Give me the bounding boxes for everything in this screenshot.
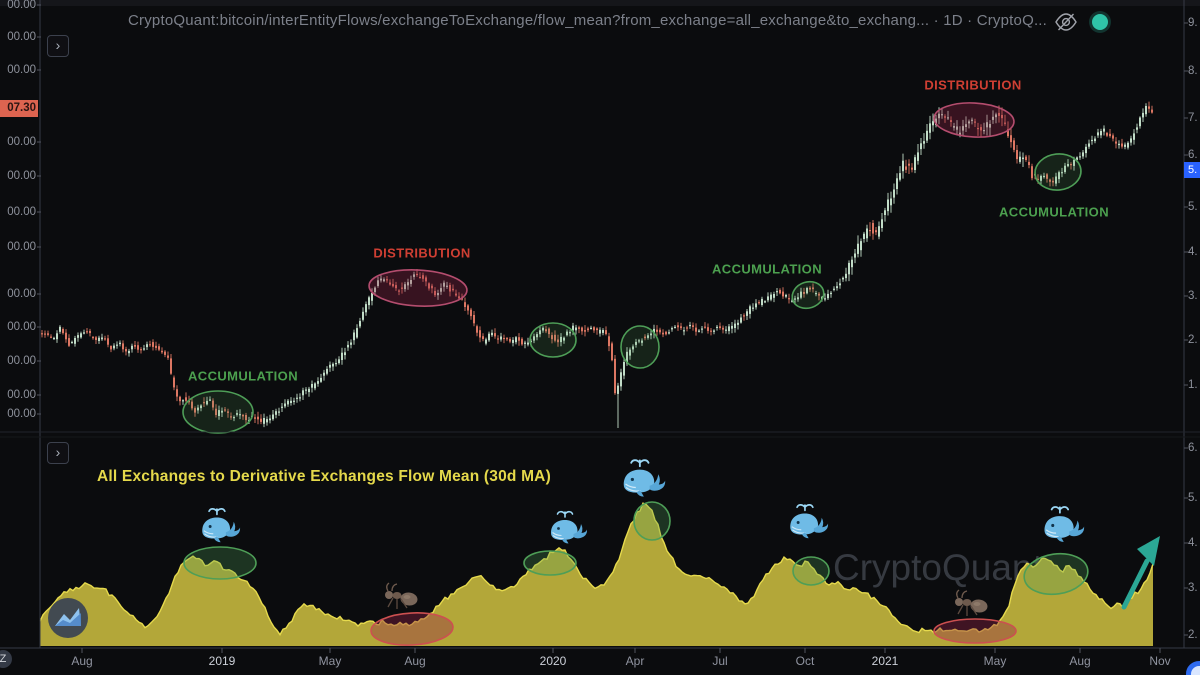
date-axis-label: Jul	[712, 654, 728, 668]
date-axis-label: Aug	[1069, 654, 1091, 668]
last-price-label: 07.30	[0, 100, 38, 117]
date-axis-label: Nov	[1149, 654, 1171, 668]
price-ellipse-drawings[interactable]	[182, 101, 1083, 434]
whale-emoji[interactable]	[623, 459, 666, 497]
flow-axis-label-right: 4.	[1188, 537, 1198, 549]
site-logo-partial	[1186, 661, 1200, 675]
axis-ticks	[37, 4, 1188, 653]
date-axis-label: May	[318, 654, 342, 668]
emoji-drawings[interactable]	[202, 459, 1085, 616]
area-chart-icon-shade	[55, 613, 81, 626]
annotation-text[interactable]: ACCUMULATION	[712, 261, 822, 277]
ant-emoji[interactable]	[955, 589, 988, 616]
whale-emoji[interactable]	[551, 510, 588, 544]
price-axis-label-right: 3.	[1188, 290, 1198, 302]
whale-emoji[interactable]	[1044, 506, 1085, 542]
annotation-text[interactable]: DISTRIBUTION	[373, 245, 471, 261]
date-axis-label: 2020	[539, 654, 567, 668]
flow-ellipse-drawings[interactable]	[183, 501, 1090, 647]
date-axis-label: Aug	[71, 654, 93, 668]
price-axis-label-right: 7.	[1188, 112, 1198, 124]
annotation-text[interactable]: ACCUMULATION	[188, 368, 298, 384]
annotation-text[interactable]: ACCUMULATION	[999, 204, 1109, 220]
price-axis-label-right: 5.	[1188, 201, 1198, 213]
date-axis-label: 2019	[208, 654, 236, 668]
date-axis-label: Apr	[625, 654, 645, 668]
flow-panel-collapse-button[interactable]: ›	[47, 442, 69, 464]
price-axis-label-right: 1.	[1188, 379, 1198, 391]
whale-emoji[interactable]	[790, 504, 829, 539]
candlestick-series[interactable]	[41, 101, 1153, 428]
price-axis-label: 00.00	[7, 355, 36, 367]
flow-axis-label-right: 5.	[1188, 492, 1198, 504]
price-axis-label: 00.00	[7, 321, 36, 333]
price-axis-label: 00.00	[7, 241, 36, 253]
symbol-title: CryptoQuant:bitcoin/interEntityFlows/exc…	[128, 12, 1048, 29]
price-axis-label: 00.00	[7, 64, 36, 76]
eye-off-icon[interactable]	[1054, 12, 1078, 32]
price-axis-label-right: 4.	[1188, 246, 1198, 258]
price-axis-label: 00.00	[7, 0, 36, 11]
price-axis-label-right: 2.	[1188, 334, 1198, 346]
arrow-shaft	[1121, 558, 1150, 610]
ant-emoji[interactable]	[385, 582, 418, 609]
up-arrow-drawing[interactable]	[1121, 536, 1160, 610]
price-panel-collapse-button[interactable]: ›	[47, 35, 69, 57]
price-axis-label: 00.00	[7, 31, 36, 43]
arrow-head	[1137, 536, 1160, 566]
annotation-text[interactable]: DISTRIBUTION	[924, 77, 1022, 93]
price-axis-label-right: 6.	[1188, 149, 1198, 161]
price-axis-label: 00.00	[7, 288, 36, 300]
indicator-value-label: 5.	[1184, 162, 1200, 178]
price-axis-label: 00.00	[7, 408, 36, 420]
date-axis-label: May	[983, 654, 1007, 668]
date-axis-label: Aug	[404, 654, 426, 668]
flow-axis-label-right: 3.	[1188, 582, 1198, 594]
whale-emoji[interactable]	[202, 508, 241, 543]
cryptoquant-watermark: CryptoQuant	[833, 547, 1043, 588]
price-axis-label: 00.00	[7, 170, 36, 182]
flow-axis-label-right: 2.	[1188, 629, 1198, 641]
price-axis-label-right: 8.	[1188, 65, 1198, 77]
date-axis-label: Oct	[795, 654, 815, 668]
date-axis-label: 2021	[871, 654, 899, 668]
timezone-badge[interactable]: Z	[0, 650, 12, 668]
top-strip	[0, 0, 1200, 6]
axes-lines	[0, 0, 1200, 649]
indicator-logo-badge[interactable]	[48, 598, 88, 638]
price-axis-label-right: 9.	[1188, 17, 1198, 29]
flow-axis-label-right: 6.	[1188, 442, 1198, 454]
price-axis-label: 00.00	[7, 136, 36, 148]
price-axis-label: 00.00	[7, 206, 36, 218]
connection-status-dot[interactable]	[1092, 14, 1108, 30]
price-axis-label: 00.00	[7, 389, 36, 401]
flow-chart-title: All Exchanges to Derivative Exchanges Fl…	[97, 468, 551, 485]
flow-area-series[interactable]	[39, 502, 1154, 646]
